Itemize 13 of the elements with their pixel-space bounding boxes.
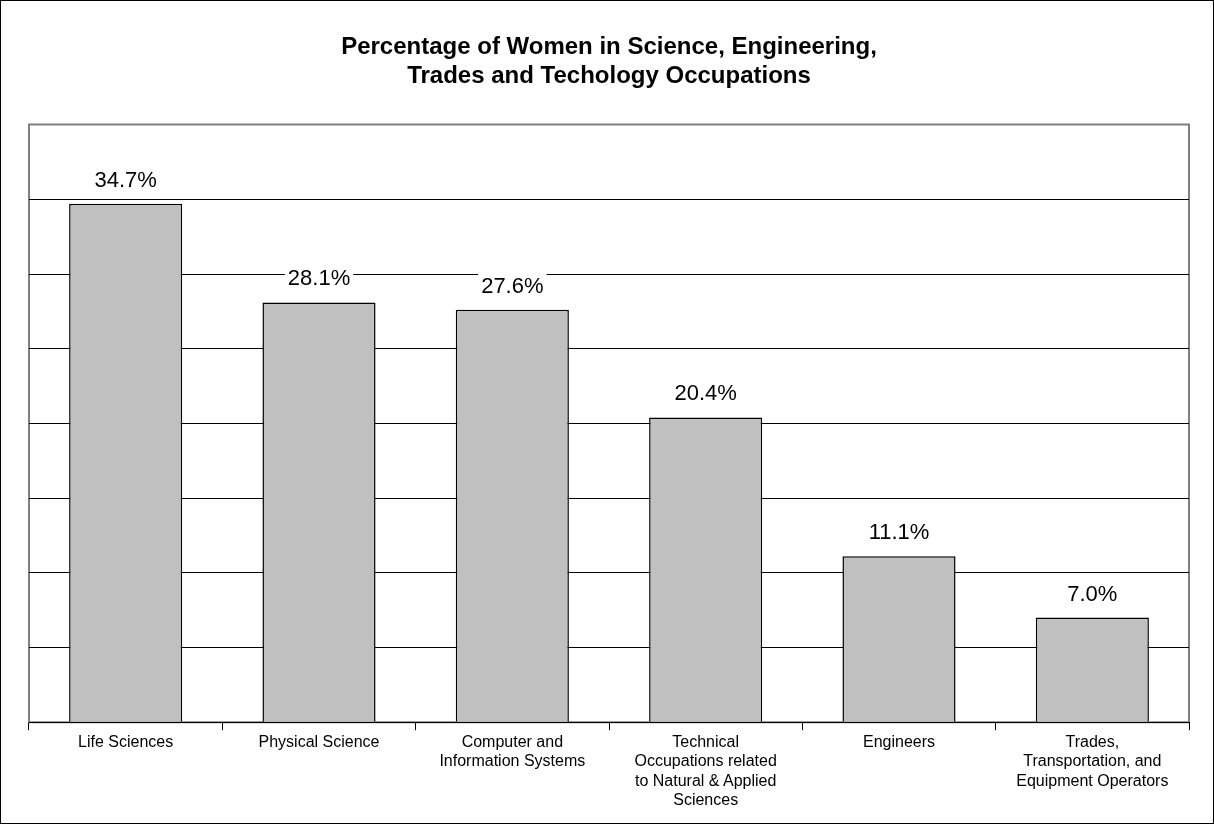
x-tick-label: Technical Occupations related to Natural & Applied Sciences <box>634 733 777 808</box>
data-label: 20.4% <box>674 380 737 406</box>
data-label: 11.1% <box>868 519 930 545</box>
x-tick-label: Engineers <box>862 733 936 751</box>
x-tick-label: Trades, Transportation, and Equipment Operators <box>1016 733 1169 789</box>
chart-title: Percentage of Women in Science, Engineering, Trades and Techology Occupations <box>341 32 877 88</box>
data-label: 27.6% <box>481 272 544 298</box>
data-label: 34.7% <box>94 166 157 192</box>
data-label: 28.1% <box>287 265 351 291</box>
x-tick-label: Life Sciences <box>78 733 174 751</box>
data-label: 7.0% <box>1067 580 1118 606</box>
x-tick-label: Computer and Information Systems <box>439 733 586 770</box>
x-tick-label: Physical Science <box>258 733 380 751</box>
